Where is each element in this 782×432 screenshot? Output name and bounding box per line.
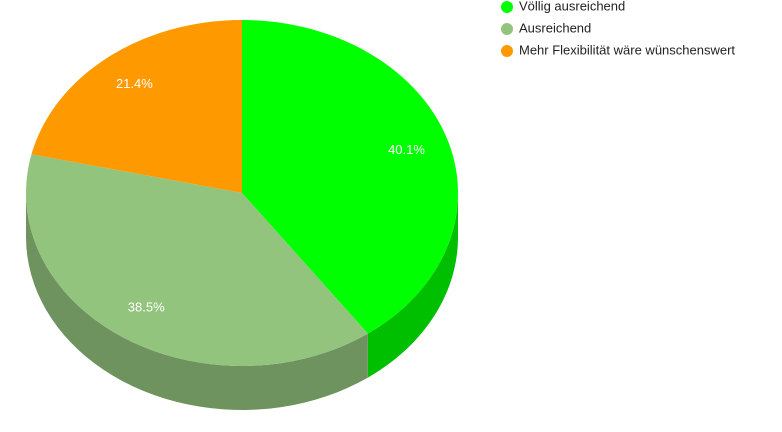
value-label: 40.1% — [388, 142, 425, 157]
legend-marker — [501, 23, 513, 35]
legend-label: Mehr Flexibilität wäre wünschenswert — [519, 42, 735, 57]
pie-slice — [31, 20, 242, 193]
pie-side — [26, 193, 368, 410]
pie-slice — [242, 20, 458, 334]
value-label: 21.4% — [116, 76, 153, 91]
value-label: 38.5% — [128, 300, 165, 315]
pie-slice — [26, 154, 368, 366]
legend-label: Ausreichend — [519, 20, 591, 35]
legend-label: Völlig ausreichend — [519, 0, 625, 13]
legend-marker — [501, 1, 513, 13]
legend-marker — [501, 45, 513, 57]
pie-side — [367, 193, 458, 378]
